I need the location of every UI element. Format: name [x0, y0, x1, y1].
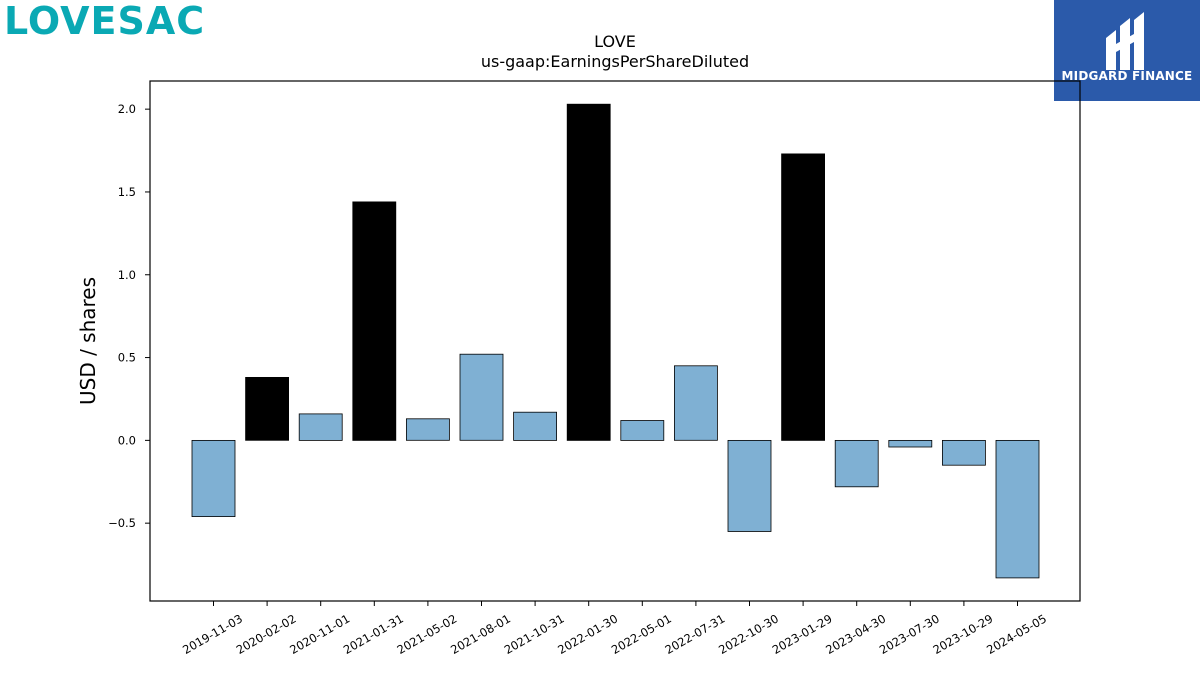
x-tick-label: 2021-01-31 [341, 611, 406, 657]
x-tick-label: 2022-07-31 [663, 611, 728, 657]
x-tick-label: 2022-05-01 [609, 611, 674, 657]
x-tick-label: 2020-11-01 [287, 611, 352, 657]
x-tick-label: 2019-11-03 [180, 611, 245, 657]
bar-2021-10-31 [513, 411, 557, 441]
bar-2022-01-30 [566, 103, 611, 441]
x-tick-label: 2021-05-02 [395, 611, 460, 657]
bar-2021-01-31 [352, 201, 397, 441]
x-tick-label: 2022-10-30 [716, 611, 781, 657]
x-tick-label: 2023-01-29 [770, 611, 835, 657]
plot-frame [149, 80, 1081, 602]
x-tick-label: 2021-10-31 [502, 611, 567, 657]
y-tick-label: 0.0 [118, 433, 136, 447]
bar-2020-11-01 [298, 413, 343, 441]
bar-2023-07-30 [888, 439, 933, 448]
bar-2023-10-29 [942, 439, 986, 466]
y-tick-label: 2.0 [118, 102, 136, 116]
x-tick-label: 2020-02-02 [234, 611, 299, 657]
x-tick-label: 2023-07-30 [877, 611, 942, 657]
lovesac-logo: LOVESAC [4, 0, 206, 43]
bar-2024-05-05 [995, 439, 1040, 579]
bar-2022-07-31 [674, 365, 718, 441]
y-tick-label: 0.5 [118, 351, 136, 365]
y-tick-label: 1.0 [118, 268, 136, 282]
bar-2019-11-03 [191, 439, 236, 517]
x-tick-label: 2022-01-30 [555, 611, 620, 657]
x-tick-label: 2023-10-29 [931, 611, 996, 657]
midgard-finance-badge: MIDGARD FINANCE [1054, 0, 1200, 101]
x-tick-label: 2024-05-05 [984, 611, 1049, 657]
chart-subtitle: us-gaap:EarningsPerShareDiluted [480, 52, 750, 71]
y-tick-label: 1.5 [118, 185, 136, 199]
bar-2022-05-01 [620, 420, 665, 441]
x-tick-label: 2023-04-30 [823, 611, 888, 657]
y-tick-label: −0.5 [108, 516, 136, 530]
bar-2022-10-30 [727, 439, 772, 532]
bar-2020-02-02 [245, 376, 290, 441]
chart-title: LOVE [594, 32, 636, 51]
bar-2021-08-01 [459, 353, 504, 441]
bar-2021-05-02 [405, 418, 450, 441]
y-axis-label: USD / shares [76, 277, 100, 405]
midgard-logo-icon [1054, 0, 1200, 101]
x-tick-label: 2021-08-01 [448, 611, 513, 657]
bar-2023-01-29 [781, 153, 825, 441]
badge-label: MIDGARD FINANCE [1061, 69, 1193, 83]
bar-2023-04-30 [834, 439, 879, 488]
